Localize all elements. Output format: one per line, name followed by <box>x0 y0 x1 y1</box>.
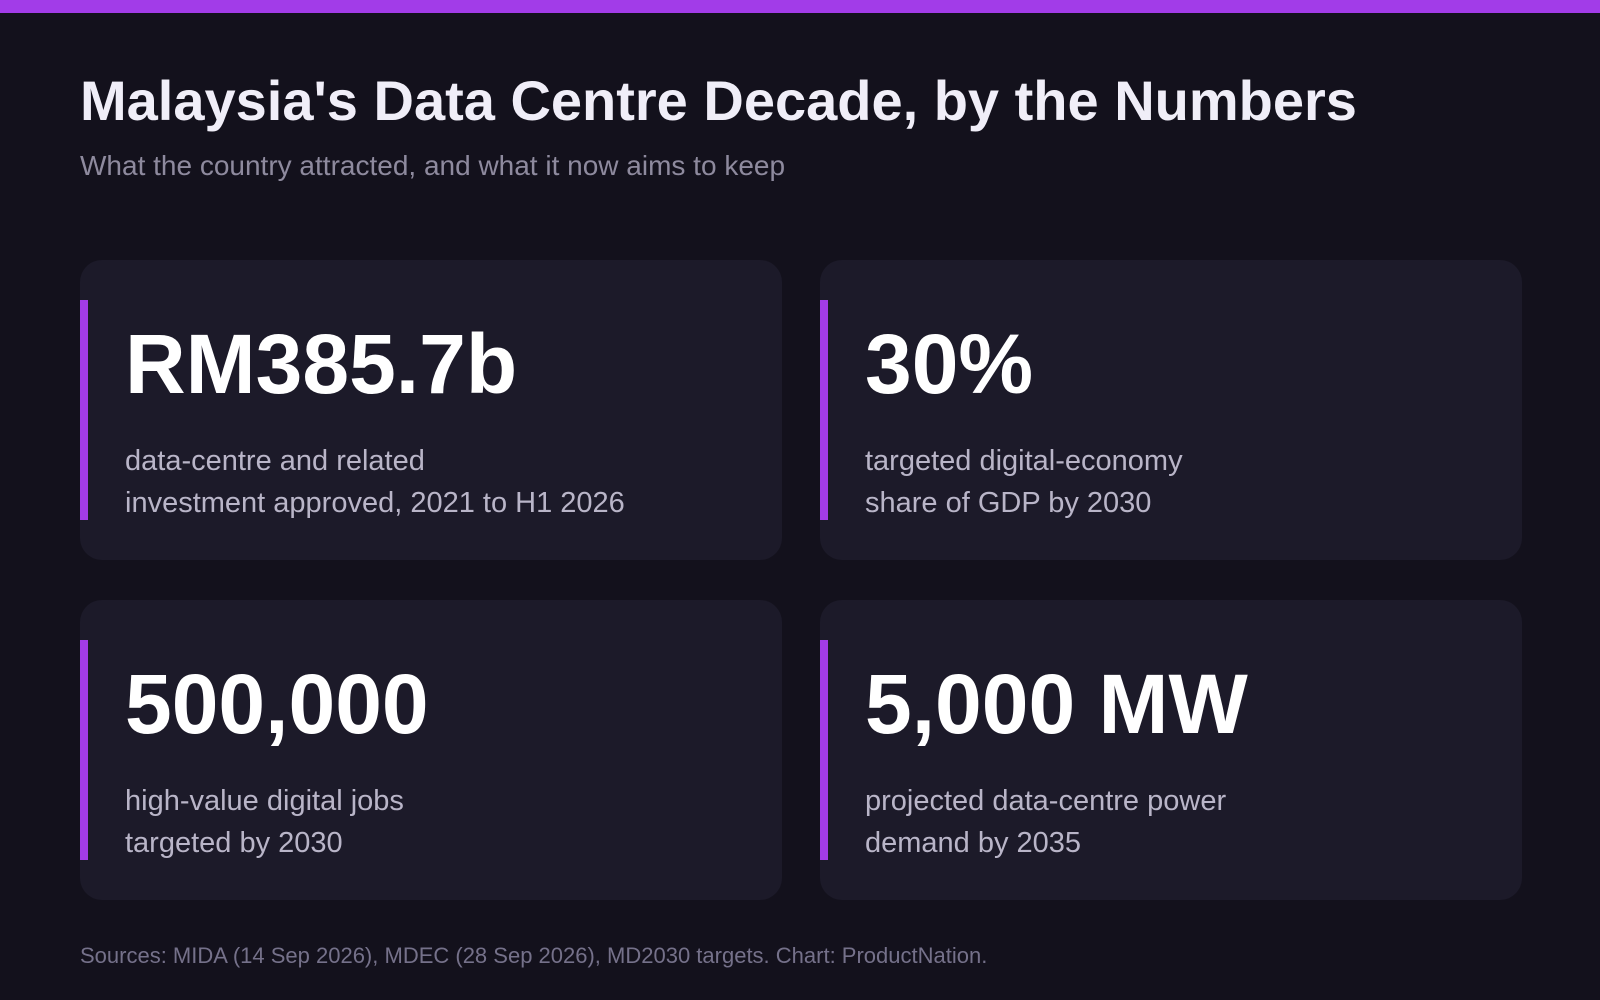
stat-label: projected data-centre power demand by 20… <box>865 780 1465 864</box>
stat-label-line: targeted by 2030 <box>125 827 343 859</box>
page-title: Malaysia's Data Centre Decade, by the Nu… <box>80 69 1357 132</box>
stat-label-line: targeted digital-economy <box>865 445 1183 477</box>
page-subtitle: What the country attracted, and what it … <box>80 150 786 181</box>
source-footnote: Sources: MIDA (14 Sep 2026), MDEC (28 Se… <box>80 943 988 968</box>
stat-value: 30% <box>865 317 1034 411</box>
stat-card-gdp-share: 30% targeted digital-economy share of GD… <box>820 260 1522 560</box>
stat-label: data-centre and related investment appro… <box>125 440 725 524</box>
stat-label: high-value digital jobs targeted by 2030 <box>125 780 725 864</box>
top-accent-bar <box>0 0 1600 13</box>
stat-label: targeted digital-economy share of GDP by… <box>865 440 1465 524</box>
stat-label-line: share of GDP by 2030 <box>865 487 1152 519</box>
stat-label-line: demand by 2035 <box>865 827 1082 859</box>
card-accent-bar <box>80 300 88 520</box>
card-accent-bar <box>820 640 828 860</box>
stat-label-line: data-centre and related <box>125 445 425 477</box>
stat-label-line: high-value digital jobs <box>125 785 404 817</box>
stat-card-power-demand: 5,000 MW projected data-centre power dem… <box>820 600 1522 900</box>
stat-card-jobs: 500,000 high-value digital jobs targeted… <box>80 600 782 900</box>
stat-value: RM385.7b <box>125 317 518 411</box>
card-accent-bar <box>820 300 828 520</box>
stat-card-investment: RM385.7b data-centre and related investm… <box>80 260 782 560</box>
stat-label-line: projected data-centre power <box>865 785 1227 817</box>
card-accent-bar <box>80 640 88 860</box>
stat-value: 5,000 MW <box>865 657 1248 751</box>
stat-value: 500,000 <box>125 657 429 751</box>
stat-label-line: investment approved, 2021 to H1 2026 <box>125 487 625 519</box>
